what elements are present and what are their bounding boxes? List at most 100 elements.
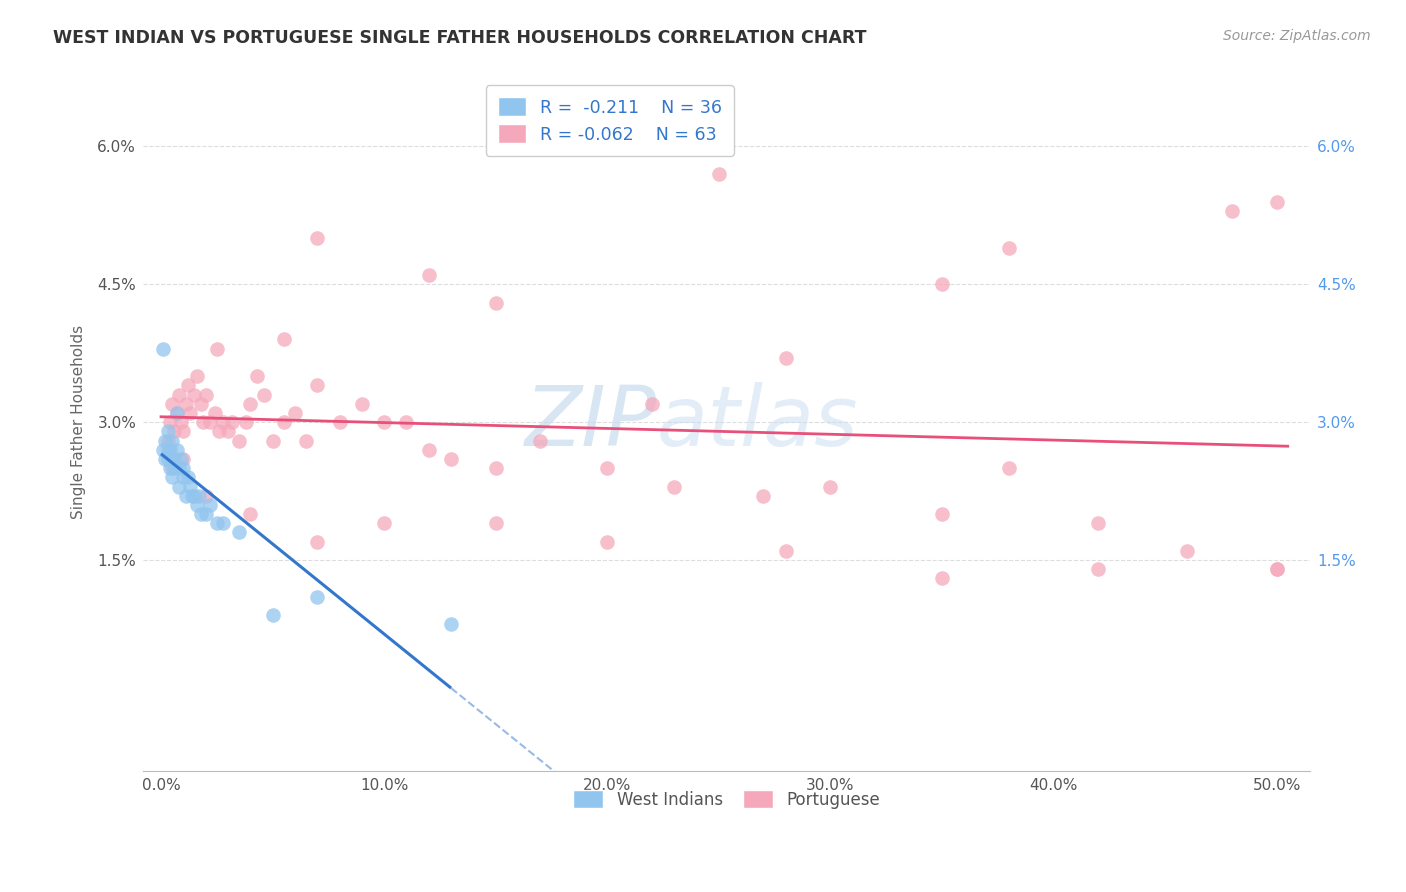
Point (194, 387, 217, 401)
Point (167, 387, 190, 401)
Point (931, 571, 953, 585)
Point (662, 479, 685, 493)
Point (373, 415, 395, 429)
Point (212, 415, 235, 429)
Point (159, 442, 181, 457)
Point (160, 461, 183, 475)
Point (160, 470, 183, 484)
Point (172, 470, 194, 484)
Point (1087, 516, 1109, 531)
Point (160, 452, 183, 467)
Point (183, 387, 205, 401)
Point (228, 525, 250, 540)
Point (190, 507, 212, 521)
Point (328, 415, 350, 429)
Point (235, 415, 257, 429)
Y-axis label: Single Father Households: Single Father Households (72, 325, 86, 519)
Point (177, 470, 200, 484)
Legend: West Indians, Portuguese: West Indians, Portuguese (567, 783, 887, 815)
Point (155, 452, 177, 467)
Point (181, 489, 204, 503)
Point (170, 452, 193, 467)
Point (440, 452, 463, 467)
Point (596, 461, 619, 475)
Point (440, 617, 463, 632)
Point (160, 434, 183, 448)
Point (596, 534, 619, 549)
Point (174, 489, 197, 503)
Point (163, 461, 186, 475)
Point (998, 241, 1021, 255)
Text: ZIP: ZIP (524, 382, 657, 463)
Point (350, 397, 373, 411)
Point (152, 342, 174, 356)
Point (167, 461, 190, 475)
Text: atlas: atlas (657, 382, 858, 463)
Point (194, 489, 217, 503)
Point (221, 415, 243, 429)
Point (156, 434, 179, 448)
Point (998, 461, 1021, 475)
Point (156, 425, 179, 439)
Point (262, 434, 284, 448)
Point (485, 516, 508, 531)
Point (775, 351, 797, 365)
Point (1265, 562, 1288, 576)
Point (239, 397, 262, 411)
Point (418, 268, 440, 282)
Point (167, 479, 190, 493)
Point (194, 507, 217, 521)
Point (198, 415, 221, 429)
Point (179, 479, 201, 493)
Point (752, 489, 775, 503)
Point (156, 442, 179, 457)
Point (193, 415, 215, 429)
Point (187, 489, 209, 503)
Point (172, 461, 194, 475)
Point (295, 434, 318, 448)
Point (217, 425, 239, 439)
Point (208, 425, 231, 439)
Point (166, 442, 188, 457)
Point (820, 479, 842, 493)
Point (262, 608, 284, 623)
Point (160, 397, 183, 411)
Point (273, 415, 295, 429)
Point (205, 342, 228, 356)
Point (212, 516, 235, 531)
Point (186, 369, 208, 384)
Point (163, 425, 186, 439)
Point (1087, 562, 1109, 576)
Point (152, 442, 174, 457)
Point (166, 406, 188, 420)
Point (172, 452, 194, 467)
Point (307, 590, 329, 604)
Point (159, 461, 181, 475)
Point (198, 498, 221, 512)
Point (228, 434, 250, 448)
Text: Source: ZipAtlas.com: Source: ZipAtlas.com (1223, 29, 1371, 43)
Point (156, 452, 179, 467)
Point (172, 425, 194, 439)
Point (931, 277, 953, 292)
Point (166, 406, 188, 420)
Point (373, 516, 395, 531)
Point (163, 452, 186, 467)
Point (246, 369, 269, 384)
Point (177, 378, 200, 392)
Point (307, 378, 329, 392)
Point (204, 406, 226, 420)
Point (707, 167, 730, 181)
Point (307, 534, 329, 549)
Point (179, 406, 201, 420)
Point (1265, 194, 1288, 209)
Point (529, 434, 551, 448)
Point (775, 544, 797, 558)
Point (190, 397, 212, 411)
Point (155, 434, 177, 448)
Point (273, 333, 295, 347)
Point (1220, 203, 1243, 218)
Point (284, 406, 307, 420)
Point (205, 516, 228, 531)
Point (641, 397, 664, 411)
